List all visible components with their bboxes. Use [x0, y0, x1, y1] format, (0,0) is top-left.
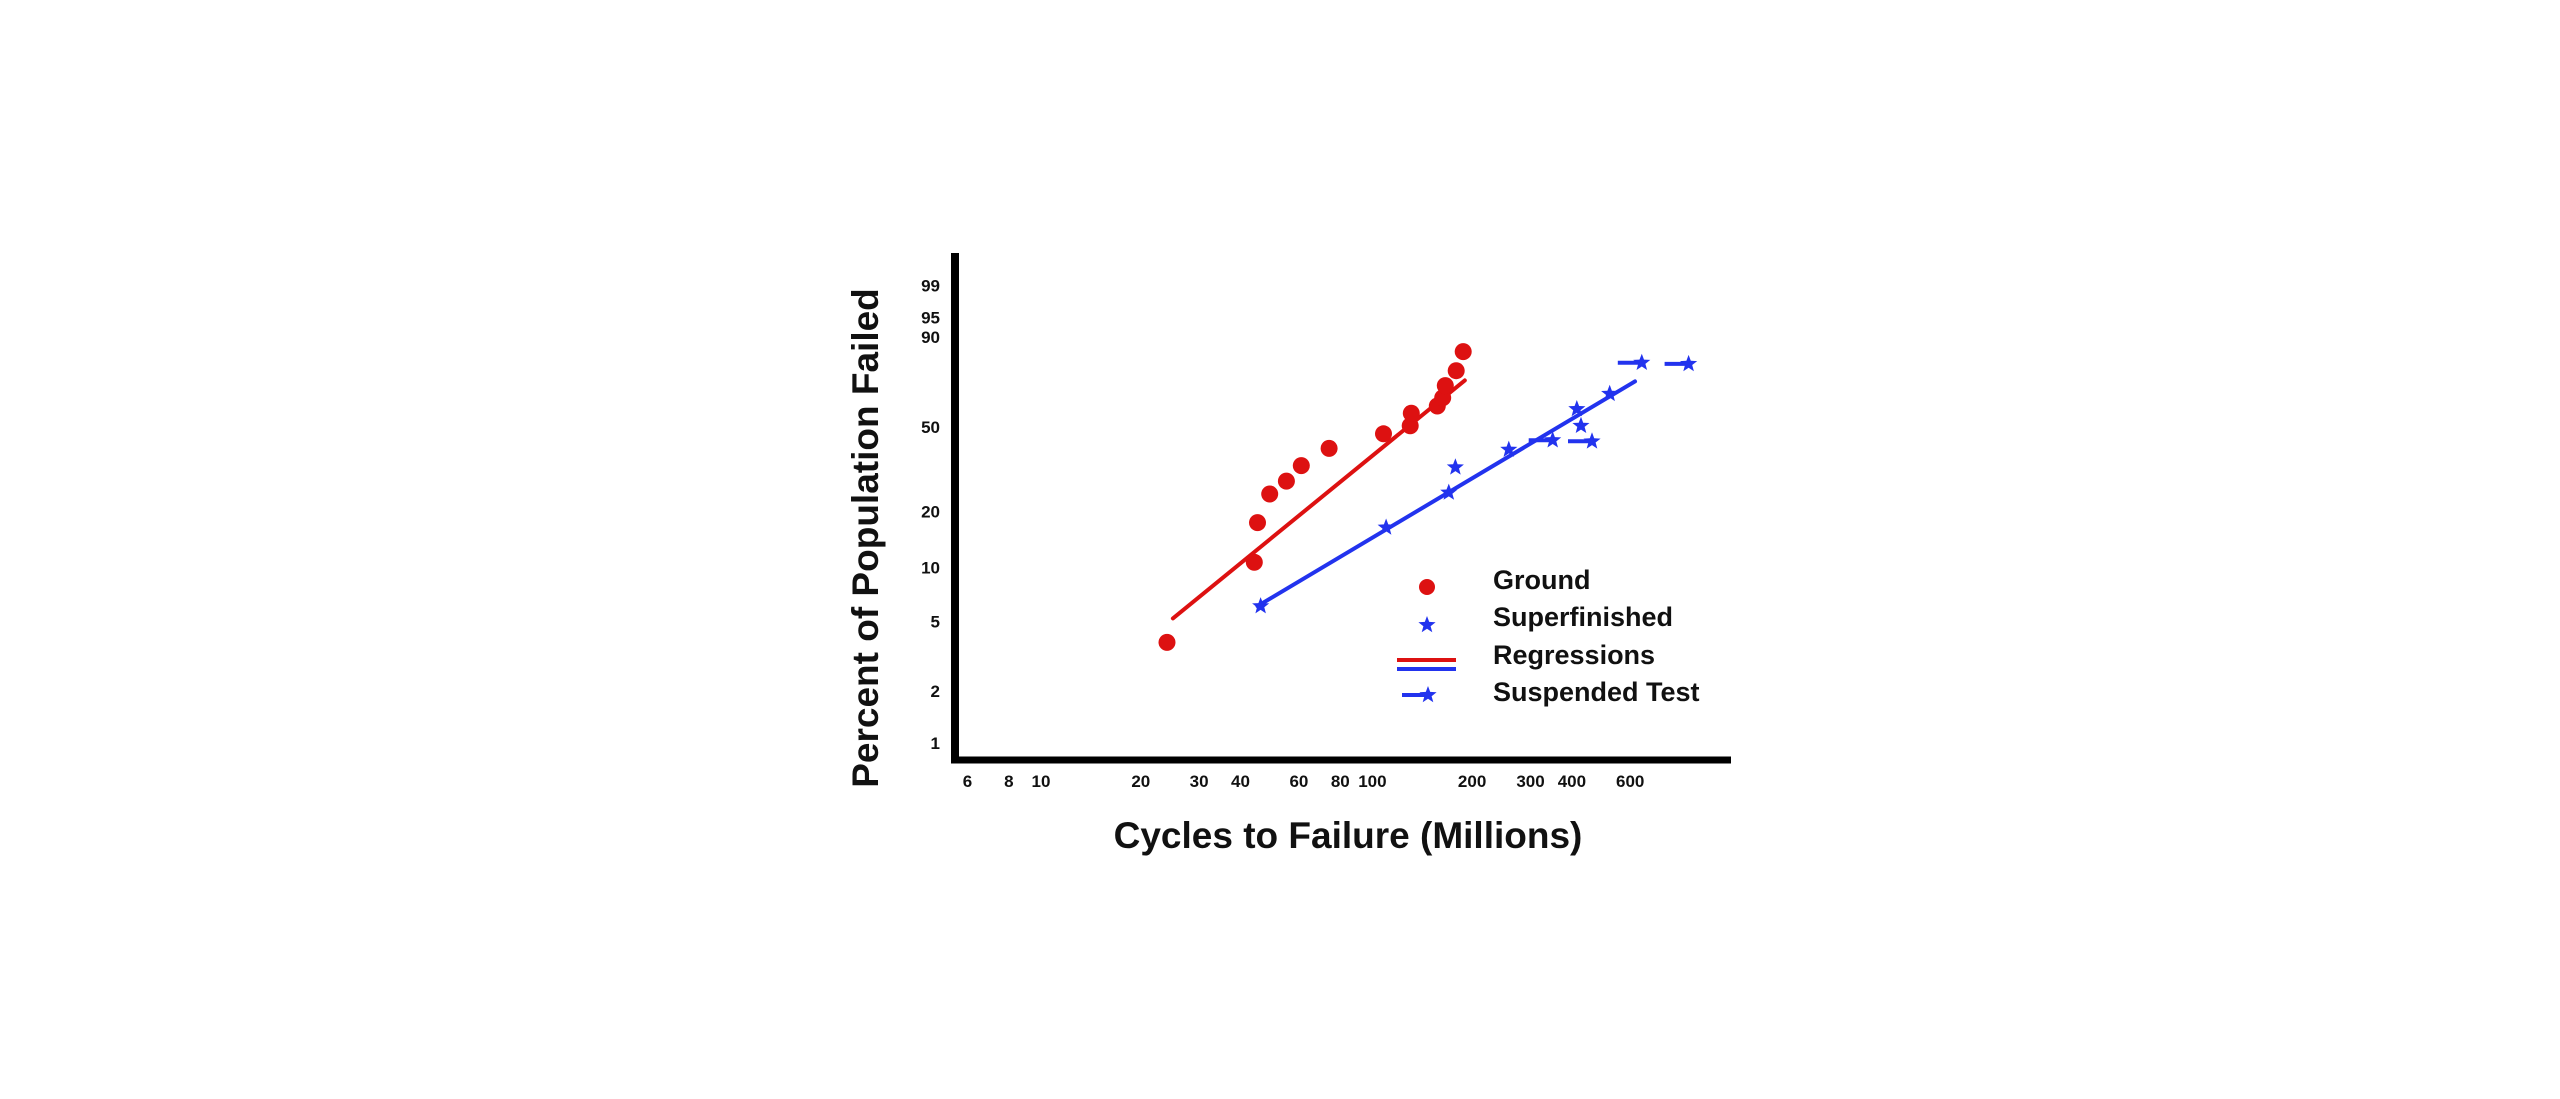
legend-blue-star-icon — [1418, 616, 1436, 633]
x-tick-label: 200 — [1458, 772, 1486, 791]
ground-point — [1320, 439, 1338, 457]
legend-item-regressions: Regressions — [1397, 640, 1655, 671]
superfinished-point — [1500, 440, 1518, 457]
legend-blue-star-arrow-icon — [1419, 686, 1437, 703]
x-tick-label: 40 — [1231, 772, 1250, 791]
x-tick-label: 30 — [1190, 772, 1209, 791]
y-tick-label: 90 — [921, 328, 940, 347]
ground-point — [1158, 633, 1176, 651]
y-tick-label: 5 — [931, 612, 940, 631]
ground-point — [1402, 404, 1420, 422]
legend-item-superfinished: Superfinished — [1418, 602, 1673, 633]
y-tick-label: 50 — [921, 418, 940, 437]
y-tick-label: 20 — [921, 503, 940, 522]
suspended-test-point — [1583, 432, 1601, 449]
superfinished-point — [1377, 518, 1395, 535]
legend-label-superfinished: Superfinished — [1493, 602, 1673, 632]
y-tick-label: 95 — [921, 308, 940, 327]
ground-point — [1292, 457, 1310, 475]
superfinished-point — [1572, 416, 1590, 433]
y-tick-label: 99 — [921, 276, 940, 295]
x-tick-label: 60 — [1289, 772, 1308, 791]
legend-red-circle-icon — [1419, 579, 1435, 595]
x-tick-label: 300 — [1516, 772, 1544, 791]
data-points — [1158, 343, 1698, 651]
x-tick-label: 80 — [1331, 772, 1350, 791]
y-axis-title: Percent of Population Failed — [845, 288, 886, 788]
legend-label-ground: Ground — [1493, 565, 1590, 595]
x-tick-label: 20 — [1131, 772, 1150, 791]
legend-label-regressions: Regressions — [1493, 640, 1655, 670]
ground-point — [1375, 425, 1392, 443]
x-tick-label: 8 — [1004, 772, 1013, 791]
x-tick-label: 600 — [1616, 772, 1644, 791]
legend-label-suspended-test: Suspended Test — [1493, 677, 1700, 707]
x-tick-labels: 6 8 10 20 30 40 60 80 100 200 300 400 600 — [963, 772, 1645, 791]
suspended-test-point — [1633, 353, 1651, 370]
x-axis-title: Cycles to Failure (Millions) — [1114, 815, 1583, 856]
ground-point — [1447, 362, 1465, 380]
ground-point — [1277, 472, 1295, 490]
y-tick-label: 1 — [931, 734, 940, 753]
ground-point — [1249, 514, 1266, 532]
ground-point — [1401, 417, 1419, 435]
ground-point — [1261, 485, 1279, 503]
x-tick-label: 100 — [1358, 772, 1386, 791]
y-tick-label: 2 — [931, 682, 940, 701]
ground-point — [1454, 343, 1472, 361]
legend-item-suspended-test: Suspended Test — [1402, 677, 1700, 707]
ground-point — [1245, 553, 1263, 571]
superfinished-point — [1252, 597, 1270, 614]
suspended-test-point — [1544, 431, 1562, 448]
axes — [951, 253, 1731, 764]
ground-point — [1436, 377, 1454, 395]
superfinished-point — [1601, 384, 1619, 402]
x-tick-label: 6 — [963, 772, 972, 791]
y-tick-label: 10 — [921, 559, 940, 578]
superfinished-point — [1446, 458, 1464, 475]
legend: Ground Superfinished Regressions Suspend… — [1397, 565, 1700, 707]
legend-item-ground: Ground — [1419, 565, 1590, 595]
x-tick-label: 400 — [1558, 772, 1586, 791]
superfinished-point — [1568, 400, 1586, 417]
x-tick-label: 10 — [1032, 772, 1051, 791]
superfinished-point — [1440, 483, 1458, 500]
suspended-test-point — [1680, 354, 1698, 372]
